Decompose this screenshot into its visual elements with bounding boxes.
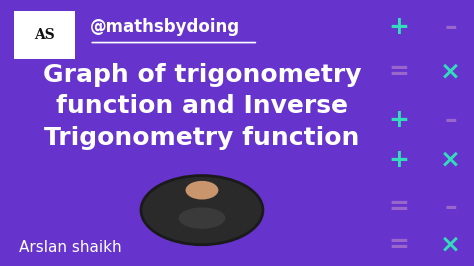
Circle shape	[185, 181, 219, 200]
Text: =: =	[389, 60, 410, 84]
Text: –: –	[444, 196, 457, 219]
Text: Arslan shaikh: Arslan shaikh	[19, 240, 122, 255]
Text: –: –	[444, 15, 457, 39]
Text: ×: ×	[440, 148, 461, 172]
Text: AS: AS	[35, 28, 55, 41]
Circle shape	[141, 176, 263, 245]
Text: =: =	[389, 233, 410, 257]
Text: +: +	[389, 148, 410, 172]
Text: @mathsbydoing: @mathsbydoing	[90, 18, 239, 36]
Text: =: =	[389, 196, 410, 219]
Ellipse shape	[179, 207, 226, 229]
Text: –: –	[444, 108, 457, 132]
Text: +: +	[389, 108, 410, 132]
Text: ×: ×	[440, 60, 461, 84]
Text: +: +	[389, 15, 410, 39]
FancyBboxPatch shape	[14, 11, 75, 59]
Text: ×: ×	[440, 233, 461, 257]
Text: Graph of trigonometry
function and Inverse
Trigonometry function: Graph of trigonometry function and Inver…	[43, 63, 361, 150]
